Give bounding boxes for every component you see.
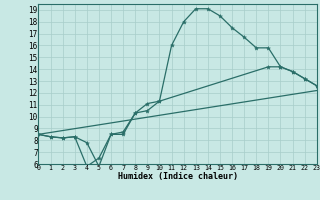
X-axis label: Humidex (Indice chaleur): Humidex (Indice chaleur) (118, 172, 238, 181)
